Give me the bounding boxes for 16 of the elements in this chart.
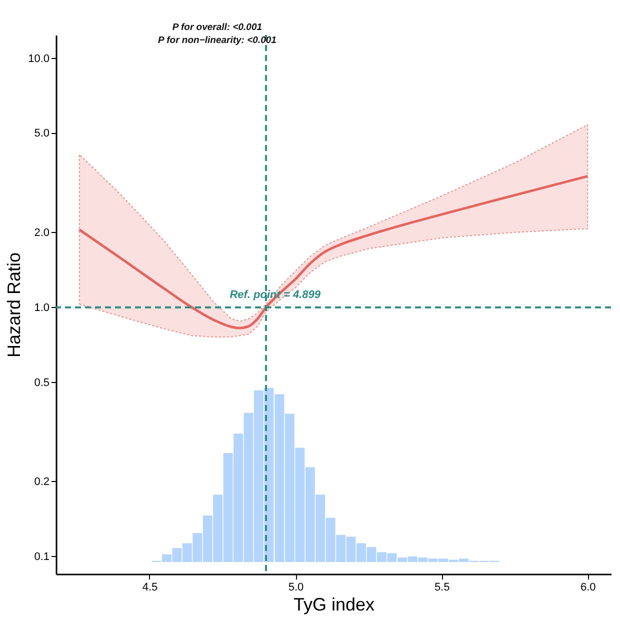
x-tick-label: 6.0 <box>580 582 596 594</box>
y-tick-label: 1.0 <box>34 302 50 314</box>
y-tick-label: 0.2 <box>34 476 50 488</box>
text: P for overall: <0.001 <box>172 22 262 33</box>
line-series <box>78 174 589 330</box>
y-tick-label: 0.1 <box>34 550 50 563</box>
y-tick-label: 5.0 <box>34 128 50 140</box>
y-tick-label: 10.0 <box>28 52 50 65</box>
x-tick-label: 5.0 <box>288 582 304 594</box>
annotation: P for non−linearity: <0.001 <box>158 35 276 46</box>
y-axis-title: Hazard Ratio <box>4 252 24 358</box>
x-tick-label: 5.5 <box>434 582 450 594</box>
x-axis-title: TyG index <box>293 594 375 614</box>
y-tick-label: 2.0 <box>34 226 50 239</box>
x-tick-label: 4.5 <box>142 582 158 594</box>
y-tick-label: 0.5 <box>34 376 50 389</box>
